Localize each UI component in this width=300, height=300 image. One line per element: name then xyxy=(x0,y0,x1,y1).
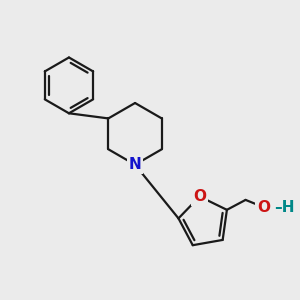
Text: O: O xyxy=(257,200,270,214)
Text: O: O xyxy=(193,189,206,204)
Text: N: N xyxy=(129,157,141,172)
Text: –H: –H xyxy=(274,200,295,214)
